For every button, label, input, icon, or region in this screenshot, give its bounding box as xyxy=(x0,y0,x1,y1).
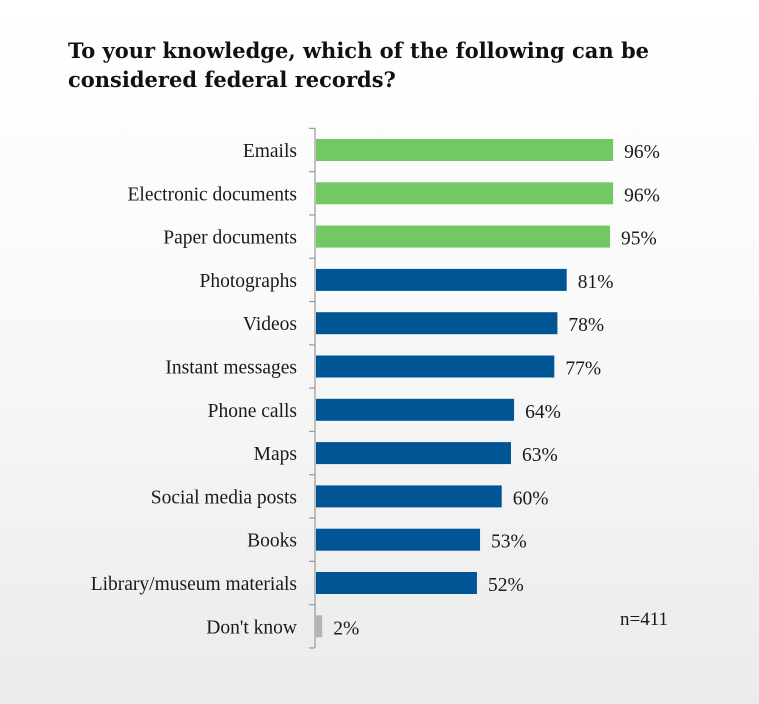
bar xyxy=(316,268,567,291)
bar xyxy=(316,615,323,638)
bar xyxy=(316,182,614,205)
category-label: Maps xyxy=(254,444,297,465)
bar xyxy=(316,139,614,161)
category-label: Library/museum materials xyxy=(91,574,297,595)
category-label: Instant messages xyxy=(165,358,297,379)
category-label: Videos xyxy=(243,314,297,335)
bar xyxy=(316,398,515,421)
bar xyxy=(316,312,558,335)
data-label: 63% xyxy=(522,445,558,466)
data-label: 78% xyxy=(568,315,604,336)
data-label: 77% xyxy=(565,359,601,380)
bar xyxy=(316,442,511,465)
bar xyxy=(316,355,555,378)
data-label: 53% xyxy=(491,532,527,553)
bar xyxy=(316,225,611,248)
category-label: Emails xyxy=(243,141,297,162)
category-label: Photographs xyxy=(200,271,298,292)
category-label: Books xyxy=(247,531,297,552)
data-label: 95% xyxy=(621,229,657,250)
data-label: 60% xyxy=(513,488,549,509)
category-label: Paper documents xyxy=(163,228,297,249)
bar xyxy=(316,528,481,551)
category-label: Social media posts xyxy=(151,487,297,508)
data-label: 2% xyxy=(333,618,359,639)
data-label: 96% xyxy=(624,142,660,163)
chart-title: To your knowledge, which of the followin… xyxy=(68,38,649,92)
data-label: 64% xyxy=(525,402,561,423)
bar xyxy=(316,572,477,594)
sample-size-note: n=411 xyxy=(620,609,669,630)
data-label: 81% xyxy=(578,272,614,293)
data-label: 52% xyxy=(488,575,524,596)
bar xyxy=(316,485,502,508)
category-label: Phone calls xyxy=(208,401,297,422)
data-label: 96% xyxy=(624,185,660,206)
category-label: Don't know xyxy=(206,617,297,638)
category-label: Electronic documents xyxy=(128,184,297,205)
